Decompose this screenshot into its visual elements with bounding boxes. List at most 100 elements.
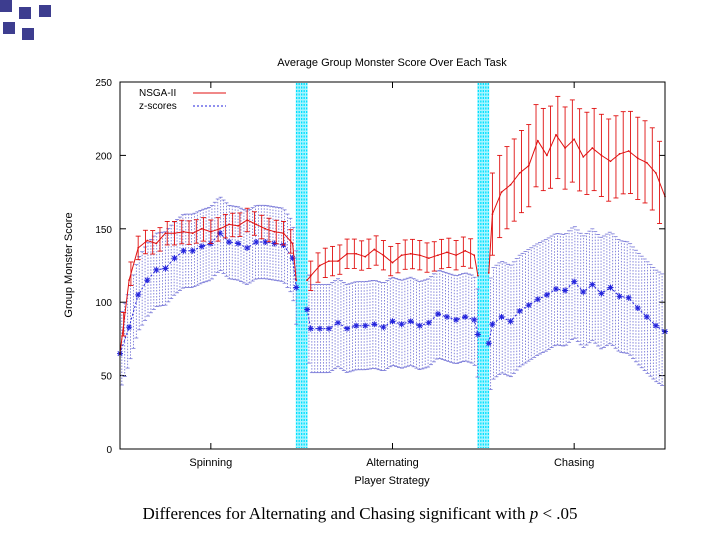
zscore-star-stroke	[607, 284, 614, 291]
corner-decoration-square-1	[0, 0, 12, 12]
y-tick-label: 200	[95, 151, 112, 162]
nsga-point	[464, 249, 467, 252]
nsga-point	[473, 254, 476, 257]
zscore-star-stroke	[362, 323, 368, 329]
zscore-star-stroke	[444, 314, 450, 320]
nsga-point	[527, 164, 530, 167]
zscore-star-stroke	[408, 318, 414, 324]
x-tick-label: Alternating	[366, 457, 419, 469]
nsga-point	[427, 257, 430, 260]
nsga-point	[655, 172, 657, 174]
zscore-star-stroke	[435, 311, 441, 317]
zscore-point	[244, 244, 251, 251]
y-tick-label: 150	[95, 225, 112, 236]
nsga-point	[500, 191, 503, 194]
y-tick-label: 100	[95, 298, 112, 309]
zscore-point	[416, 322, 423, 329]
zscore-point	[425, 319, 432, 326]
zscore-point	[598, 290, 605, 297]
chart-title: Average Group Monster Score Over Each Ta…	[277, 57, 507, 69]
corner-decoration-square-4	[22, 28, 34, 40]
nsga-point	[191, 232, 194, 235]
caption-p-variable: p	[529, 504, 539, 523]
zscore-point	[162, 265, 169, 272]
nsga-point	[446, 251, 448, 254]
nsga-point	[219, 227, 221, 230]
plot-frame	[119, 81, 666, 450]
zscore-star-stroke	[162, 265, 168, 271]
nsga-point	[573, 138, 576, 141]
zscore-star-stroke	[644, 314, 650, 320]
nsga-point	[255, 223, 258, 226]
nsga-point	[318, 264, 321, 267]
zscore-star-stroke	[486, 340, 492, 346]
zscore-star-stroke	[335, 320, 341, 326]
zscore-star-stroke	[389, 318, 396, 324]
zscore-point	[293, 284, 300, 291]
zscore-star-stroke	[462, 314, 468, 320]
zscore-star-stroke	[535, 296, 541, 302]
legend: NSGA-II z-scores	[139, 88, 226, 112]
chart: Average Group Monster Score Over Each Ta…	[63, 57, 668, 487]
nsga-point	[609, 160, 612, 163]
zscore-star-stroke	[471, 317, 477, 323]
zscore-star-stroke	[617, 293, 623, 299]
nsga-point	[306, 279, 309, 282]
zscore-point	[307, 325, 314, 332]
nsga-point	[409, 252, 412, 255]
nsga-point	[264, 227, 267, 230]
zscore-star-stroke	[489, 321, 495, 327]
zscore-star-stroke	[553, 286, 559, 292]
zscore-star-stroke	[544, 292, 550, 298]
zscore-point	[126, 324, 133, 331]
corner-decoration-square-3	[3, 22, 15, 34]
nsga-point	[137, 246, 140, 249]
zscore-point	[362, 322, 369, 329]
nsga-point	[146, 239, 149, 242]
y-axis-label: Group Monster Score	[63, 212, 75, 317]
zscore-point	[353, 322, 360, 329]
zscore-star-stroke	[508, 318, 514, 324]
nsga-point	[128, 279, 130, 282]
caption-text: Differences for Alternating and Chasing …	[142, 504, 530, 523]
zscore-star-stroke	[308, 326, 314, 332]
zscore-point	[180, 247, 187, 254]
zscore-star-stroke	[371, 321, 377, 327]
zscore-star-stroke	[417, 323, 423, 329]
nsga-point	[582, 155, 585, 158]
nsga-point	[209, 230, 212, 233]
zscore-point	[562, 287, 569, 294]
zscore-point	[135, 291, 142, 298]
zscore-point	[643, 313, 650, 320]
x-tick-label: Spinning	[189, 457, 232, 469]
zscore-point	[652, 322, 659, 329]
nsga-point	[418, 254, 421, 257]
nsga-point	[591, 147, 594, 149]
zscore-point	[153, 266, 160, 273]
zscore-point	[304, 306, 311, 313]
nsga-point	[636, 157, 639, 160]
zscore-point	[235, 240, 242, 247]
zscore-point	[407, 318, 414, 325]
zscore-point	[144, 277, 151, 284]
zscore-star-stroke	[571, 279, 577, 285]
caption: Differences for Alternating and Chasing …	[0, 504, 720, 524]
zscore-point	[543, 291, 550, 298]
zscore-point	[571, 278, 578, 285]
zscore-star-stroke	[226, 239, 232, 245]
zscore-star-stroke	[475, 331, 481, 338]
zscore-star-stroke	[589, 282, 595, 288]
nsga-point	[391, 261, 394, 264]
corner-decoration-square-5	[39, 5, 51, 17]
zscore-star-stroke	[199, 243, 205, 249]
zscore-point	[625, 294, 632, 301]
nsga-point	[600, 154, 603, 157]
zscore-point	[525, 302, 532, 309]
nsga-line	[488, 133, 666, 273]
zscore-point	[553, 285, 559, 292]
zscore-point	[580, 288, 587, 295]
zscore-star-stroke	[380, 324, 386, 330]
zscore-point	[371, 321, 378, 328]
nsga-point	[487, 271, 490, 274]
legend-label-zscores: z-scores	[139, 101, 177, 112]
